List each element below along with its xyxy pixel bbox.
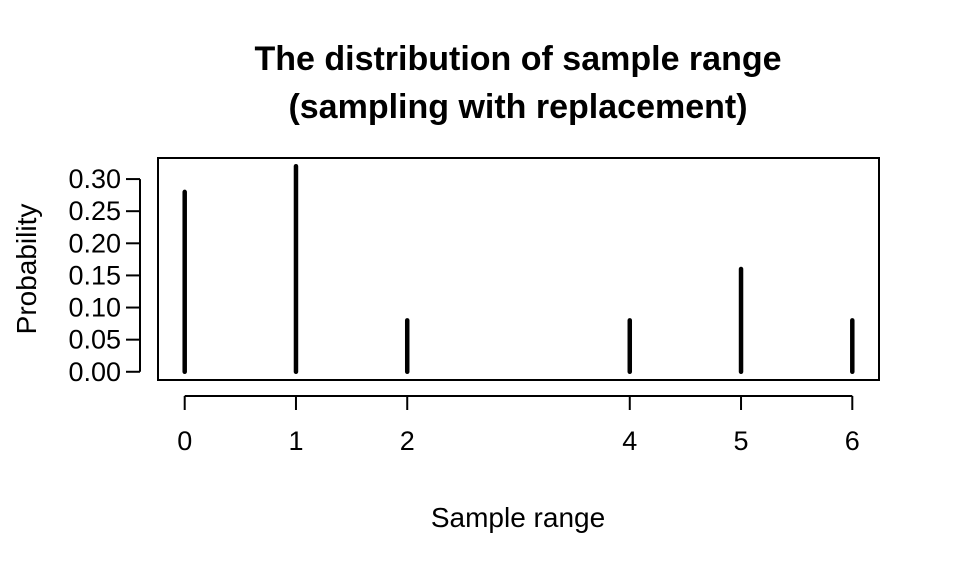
y-tick-label: 0.25 — [68, 196, 121, 226]
x-tick-label: 4 — [622, 426, 637, 456]
chart-title-line1: The distribution of sample range — [254, 40, 781, 78]
y-axis: 0.000.050.100.150.200.250.30 — [68, 164, 141, 387]
y-tick-label: 0.00 — [68, 357, 121, 387]
y-tick-label: 0.20 — [68, 228, 121, 258]
y-tick-label: 0.30 — [68, 164, 121, 194]
y-tick-label: 0.15 — [68, 260, 121, 290]
x-tick-label: 0 — [177, 426, 192, 456]
x-axis-label: Sample range — [431, 502, 605, 533]
x-tick-label: 1 — [288, 426, 303, 456]
bars-group — [182, 163, 855, 375]
x-tick-label: 2 — [400, 426, 415, 456]
chart-title-line2: (sampling with replacement) — [288, 88, 747, 126]
x-axis: 0 1 2 4 5 6 — [177, 395, 860, 456]
plot-frame — [157, 157, 880, 381]
x-tick-label: 6 — [845, 426, 860, 456]
y-axis-label: Probability — [11, 204, 42, 335]
y-tick-label: 0.05 — [68, 325, 121, 355]
y-tick-label: 0.10 — [68, 293, 121, 323]
x-tick-label: 5 — [734, 426, 749, 456]
